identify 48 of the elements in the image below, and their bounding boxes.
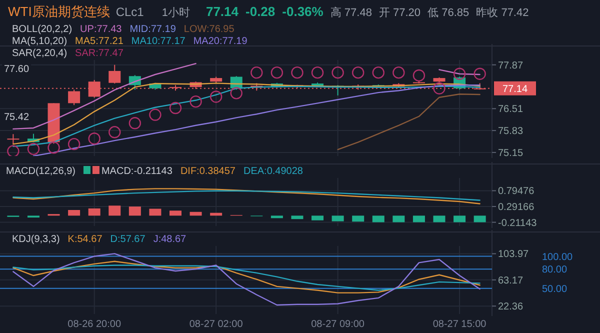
x-tick-label: 08-27 15:00: [432, 319, 487, 330]
text: UP:77.43: [80, 24, 122, 35]
series-label: DIF:0.38457: [180, 166, 236, 177]
text: 77.14: [206, 4, 240, 19]
text: MA10:77.17: [131, 36, 186, 47]
text: KDJ(9,3,3): [12, 234, 60, 245]
y-tick-label: 76.51: [498, 104, 524, 116]
y-tick-label: 0.79476: [498, 186, 535, 198]
y-tick-label: 77.87: [498, 60, 524, 72]
ref-line-label: 100.00: [542, 252, 574, 263]
ref-line-label: 77.14: [502, 84, 528, 95]
series-label: DEA:0.49028: [243, 166, 304, 177]
text: 高 77.48: [330, 6, 372, 19]
x-tick-label: 08-26 20:00: [68, 319, 122, 330]
text: J:48.67: [153, 234, 187, 245]
text: LOW:76.95: [184, 24, 235, 35]
y-tick-label: 63.17: [498, 275, 524, 286]
text: SAR(2,20,4): [12, 48, 68, 59]
text: MACD(12,26,9): [6, 166, 76, 177]
series-label: K:54.67: [68, 234, 103, 245]
text: 1小时: [162, 6, 190, 19]
annotation: 77.60: [4, 64, 30, 75]
text: MA5:77.21: [75, 36, 124, 47]
text: MID:77.19: [130, 24, 176, 35]
y-tick-label: 22.36: [498, 302, 524, 313]
ref-line-label: 80.00: [542, 264, 568, 276]
chart-title: WTI原油期货连续: [8, 4, 110, 19]
text: D:57.67: [110, 234, 146, 245]
x-tick-label: 08-27 02:00: [189, 319, 244, 330]
text: -0.28: [246, 4, 276, 19]
y-tick-label: 75.83: [498, 126, 524, 138]
text: SAR:77.47: [75, 48, 124, 59]
y-tick-label: 103.97: [498, 249, 530, 260]
y-tick-label: 0.29166: [498, 202, 535, 213]
text: MA(5,10,20): [12, 36, 68, 47]
text: BOLL(20,2,2): [12, 24, 72, 35]
x-tick-label: 08-27 09:00: [311, 319, 365, 330]
annotation: 75.42: [4, 112, 30, 123]
text: 开 77.20: [378, 7, 421, 19]
chart-subtitle: CLc1: [116, 5, 144, 19]
text: MA20:77.19: [193, 36, 248, 47]
text: 昨收 77.42: [476, 7, 529, 19]
y-tick-label: -0.21143: [498, 218, 538, 229]
y-tick-label: 75.15: [498, 148, 524, 159]
legend-label: MACD:-0.21143: [101, 166, 173, 177]
text: 低 76.85: [428, 7, 470, 19]
text: -0.36%: [282, 4, 324, 19]
ref-line-label: 50.00: [542, 284, 568, 295]
